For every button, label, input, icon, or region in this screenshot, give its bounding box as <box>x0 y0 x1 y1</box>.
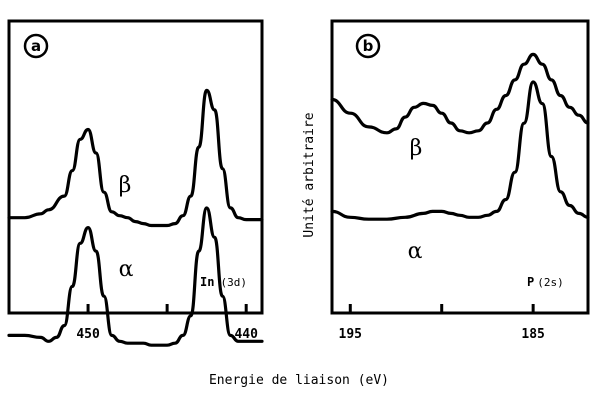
panel-a-annotation: In (3d) <box>200 275 247 289</box>
panel-b-frame <box>330 19 590 315</box>
panel-b-tick-label-2: 185 <box>521 327 544 342</box>
panel-b-series-label-beta: β <box>410 136 423 161</box>
panel-b-series-label-alpha: α <box>408 239 423 264</box>
panel-a-frame <box>7 19 264 315</box>
panel-a-series-beta <box>7 88 264 228</box>
panel-b: b 195 185 βα P (2s) <box>330 19 590 342</box>
panel-b-series-alpha <box>330 80 590 221</box>
panel-a-series-label-beta: β <box>119 173 132 198</box>
panel-a-series-labels: βα <box>119 173 134 282</box>
panel-a-badge: a <box>23 33 49 59</box>
panel-a-tick-label-1: 450 <box>76 327 100 342</box>
panel-a-badge-label: a <box>31 37 41 55</box>
panel-b-badge: b <box>355 33 381 59</box>
x-axis-title: Energie de liaison (eV) <box>209 373 389 388</box>
panel-b-annotation-sub: (2s) <box>537 276 564 289</box>
panel-b-badge-circle <box>355 33 381 59</box>
panel-b-annotation-main: P <box>527 275 534 289</box>
panel-b-badge-label: b <box>363 37 374 55</box>
panel-a-x-axis: 450 440 <box>7 304 258 342</box>
panel-a-series-alpha <box>7 206 264 347</box>
panel-a-annotation-sub: (3d) <box>220 276 247 289</box>
panel-b-series <box>330 52 590 221</box>
panel-a-annotation-main: In <box>200 275 214 289</box>
panel-b-series-labels: βα <box>408 136 423 264</box>
panel-a-badge-circle <box>23 33 49 59</box>
panel-a-tick-label-3: 440 <box>234 327 258 342</box>
panel-a-series-label-alpha: α <box>119 257 134 282</box>
panel-b-x-axis: 195 185 <box>339 304 545 342</box>
panel-a: a 450 440 βα In (3d) <box>7 19 264 347</box>
y-axis-title: Unité arbitraire <box>302 112 317 237</box>
panel-a-series <box>7 88 264 347</box>
panel-b-annotation: P (2s) <box>527 275 564 289</box>
panel-b-tick-label-0: 195 <box>339 327 362 342</box>
panel-b-series-beta <box>330 52 590 135</box>
